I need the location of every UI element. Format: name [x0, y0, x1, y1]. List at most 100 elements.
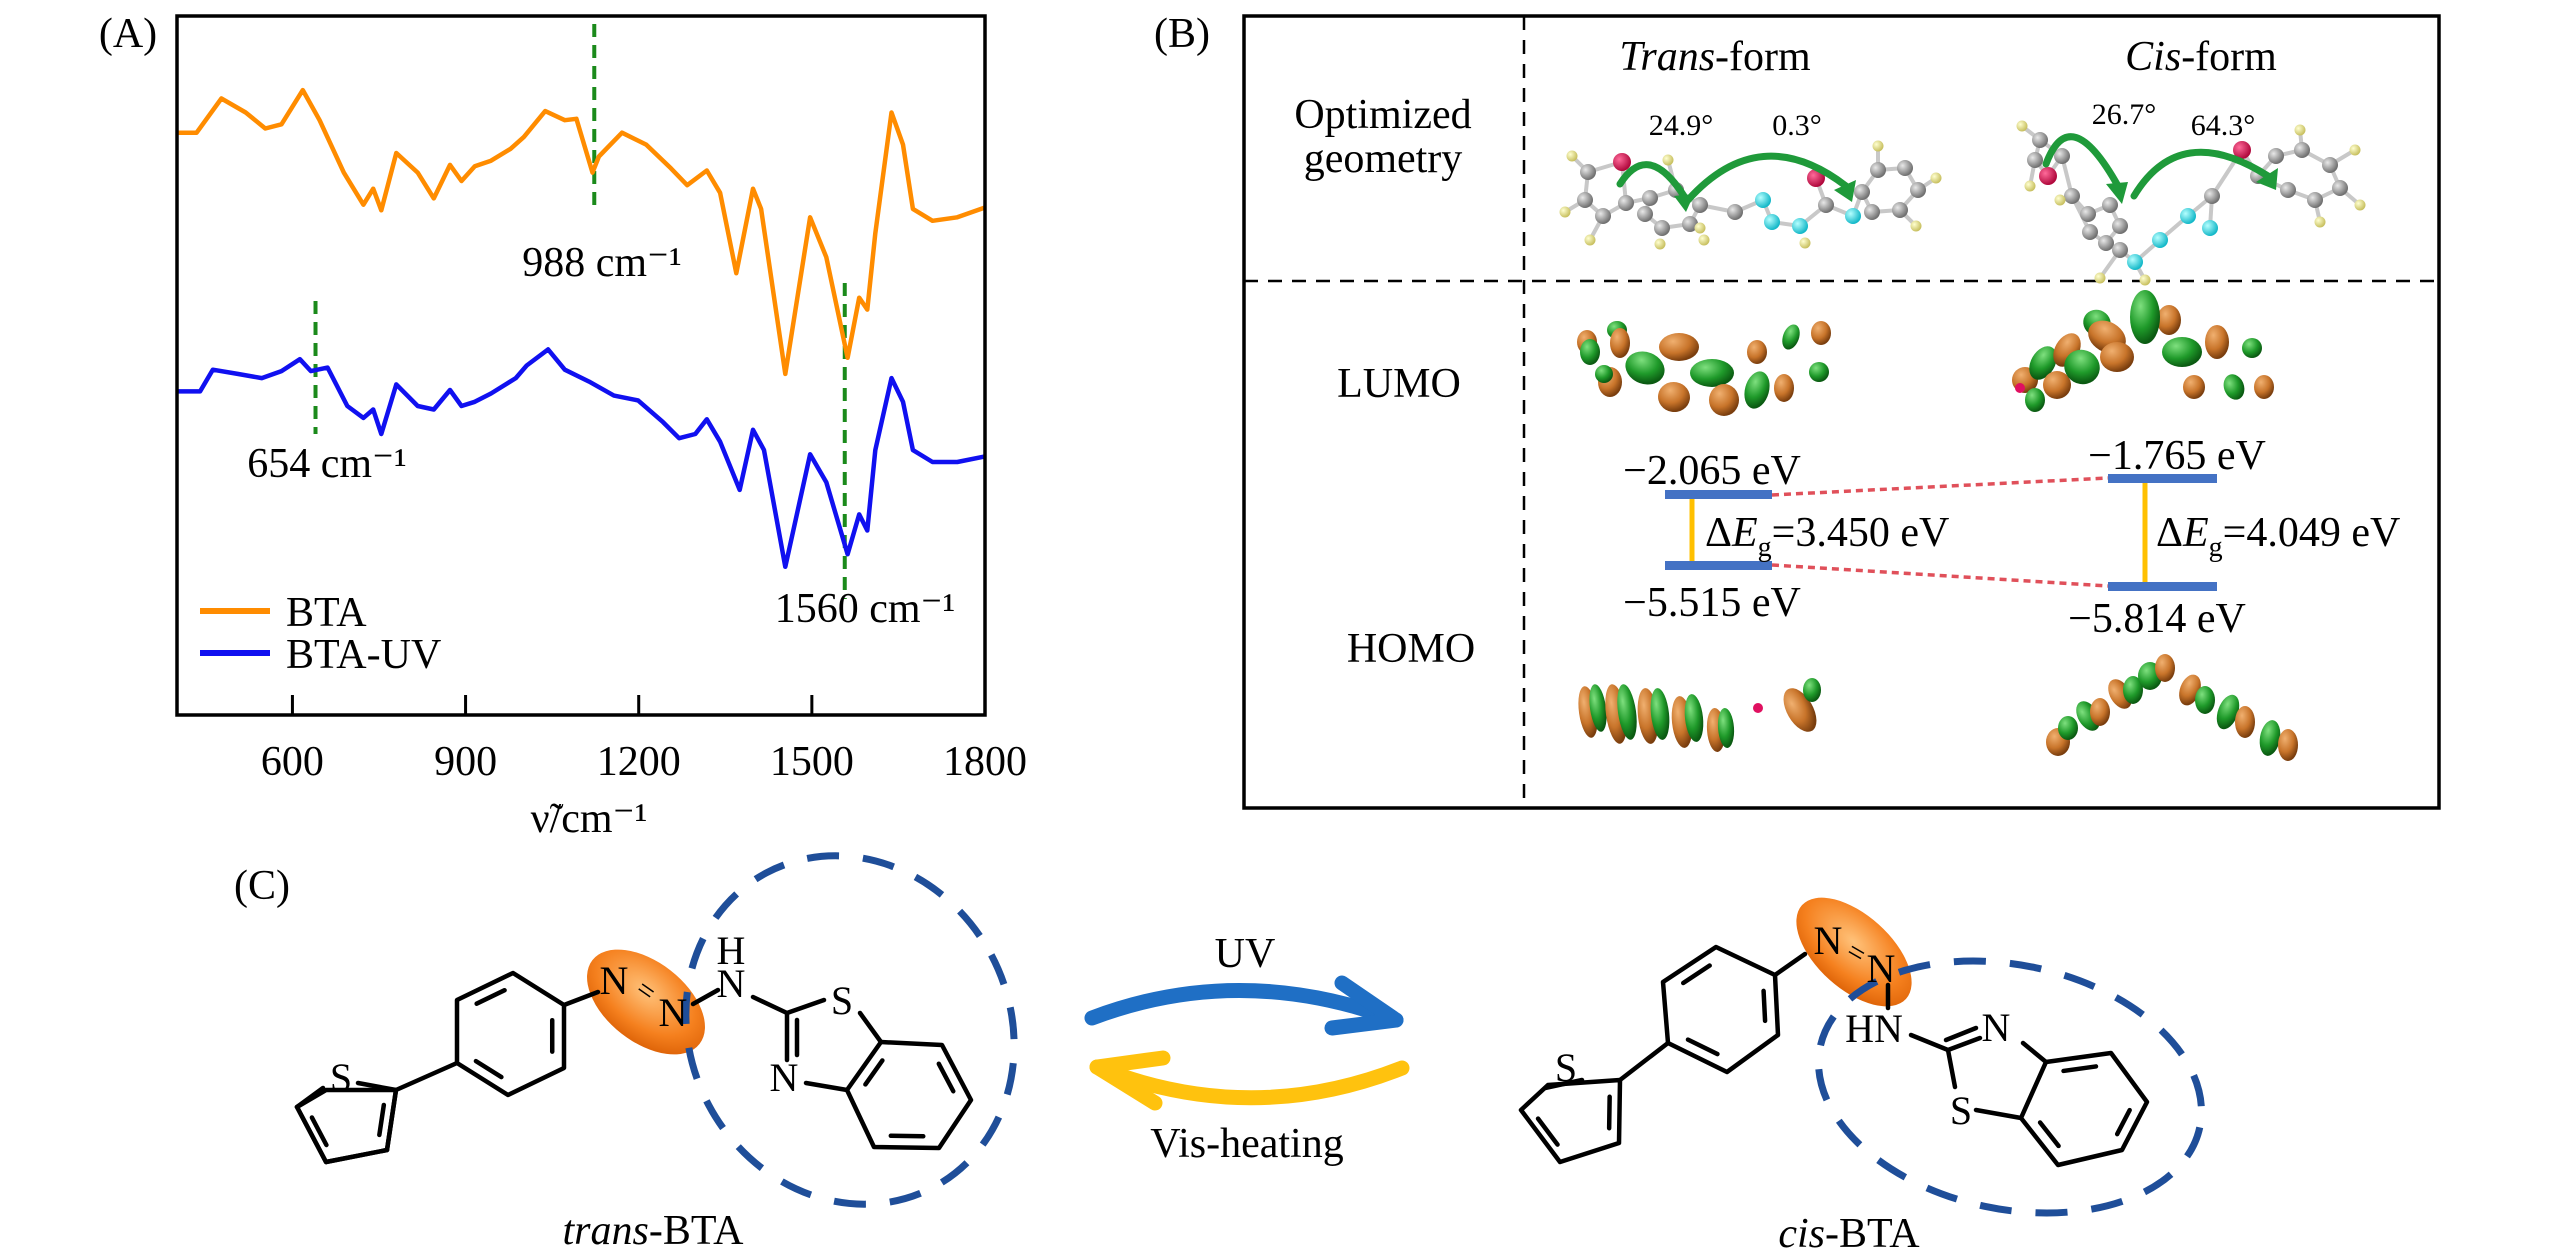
atom-n: N [770, 1055, 799, 1100]
atom-ball [1580, 164, 1596, 180]
orbital-lobe-positive [2130, 290, 2160, 344]
atom-ball [1764, 214, 1780, 230]
atom-ball [2314, 216, 2326, 228]
double-bond [473, 1058, 504, 1080]
cis-lumo-energy: −1.765 eV [2088, 433, 2266, 479]
dihedral-angle-cis-1: 26.7° [2092, 98, 2157, 131]
atom-ball [1637, 206, 1653, 222]
series-line-bta-uv [177, 347, 986, 570]
atom-ball [1654, 238, 1666, 250]
plot-frame [175, 14, 987, 717]
ring [844, 1039, 974, 1151]
legend: BTA BTA-UV [200, 590, 441, 678]
cis-energy-gap: ΔEg=4.049 eV [2156, 510, 2400, 563]
column-header-cis: Cis-form [2125, 34, 2277, 80]
atom-ball [2294, 124, 2306, 136]
atom-ball [1854, 184, 1870, 200]
orbital-lobe-positive [2223, 374, 2245, 400]
dihedral-arrow-icon [1684, 152, 1850, 204]
atom-s: S [831, 978, 853, 1023]
trans-homo-level [1665, 561, 1772, 570]
orbital-lobe-positive [1625, 351, 1665, 385]
bond [1772, 951, 1808, 978]
atom-ball [1864, 204, 1880, 220]
atom-h: H [717, 928, 746, 973]
bond [1908, 1032, 1951, 1053]
arrowhead-icon [1834, 180, 1856, 202]
orbital-lobe-positive [1617, 684, 1637, 740]
atom-ball [2054, 194, 2066, 206]
orbital-lobe-positive [1650, 688, 1670, 740]
bond [1617, 1040, 1671, 1083]
atom-ball [2127, 254, 2143, 270]
orbital-lobe-negative [1747, 340, 1767, 364]
atom-n: N [1867, 946, 1896, 991]
trans-energy-gap: ΔEg=3.450 eV [1705, 510, 1949, 563]
bond [393, 1060, 460, 1093]
x-tick-label: 1200 [597, 739, 681, 785]
atom-ball [1566, 150, 1578, 162]
atom-ball [1642, 190, 1658, 206]
x-axis-label: ν̃/cm⁻¹ [531, 796, 648, 842]
atom-marker [1753, 703, 1763, 713]
dihedral-angle-cis-2: 64.3° [2191, 109, 2256, 142]
atom-ball [1698, 234, 1710, 246]
dihedral-angle-trans-2: 0.3° [1772, 109, 1822, 142]
bond [1945, 1047, 1958, 1090]
arrowhead-icon [2106, 182, 2128, 204]
ir-spectrum-chart [177, 24, 986, 599]
atom-ball [1682, 216, 1698, 232]
double-bond [474, 987, 507, 1006]
atom-n: N [600, 958, 629, 1003]
orbital-lobe-negative [2090, 698, 2110, 726]
orbital-lobe-positive [2123, 676, 2143, 704]
bond [784, 997, 827, 1016]
atom-n: N [717, 961, 746, 1006]
trans-bta-label: trans-BTA [563, 1208, 745, 1254]
orbital-lobe-negative [2155, 654, 2175, 682]
atom-ball [2027, 152, 2043, 168]
atom-ball [2112, 242, 2128, 258]
panel-label-a: (A) [99, 11, 157, 57]
atom-ball [1870, 162, 1886, 178]
orbital-lobe-negative [1659, 333, 1699, 361]
x-tick-label: 1500 [770, 739, 854, 785]
orbital-lobe-negative [1709, 384, 1739, 416]
orbital-lobe-negative [2235, 706, 2255, 738]
orbital-lobe-negative [2157, 305, 2181, 335]
atom-ball [2332, 180, 2348, 196]
orbital-lobe-positive [1803, 678, 1821, 702]
row-label-geometry-line2: geometry [1304, 136, 1463, 182]
atom-ball [1662, 154, 1674, 166]
atom-ball [2349, 144, 2361, 156]
panel-label-c: (C) [234, 863, 290, 909]
orbital-lobe-negative [2254, 375, 2274, 399]
azo-highlight [587, 949, 705, 1055]
x-axis: 600 900 1200 1500 1800 [261, 695, 1027, 785]
orbital-lobe-positive [1595, 365, 1613, 383]
orbital-lobe-positive [2029, 346, 2057, 380]
atom-ball [2202, 220, 2218, 236]
double-bond [2037, 1120, 2061, 1149]
orbital-lobe-negative [1774, 374, 1794, 402]
atom-ball [2180, 208, 2196, 224]
orbital-lobe-positive [2058, 716, 2078, 740]
series-line-bta [177, 87, 986, 377]
trans-lumo-level [1665, 490, 1772, 499]
double-bond [936, 1061, 956, 1094]
homo-link-line [1771, 563, 2109, 588]
cis-homo-orbital [2046, 654, 2298, 761]
ring [294, 1087, 399, 1165]
double-bond [1761, 988, 1768, 1024]
atom-ball [2294, 142, 2310, 158]
cis-bonds [1518, 944, 2150, 1168]
lumo-link-line [1771, 476, 2109, 497]
orbital-lobe-positive [2216, 694, 2240, 730]
atom-ball [2080, 206, 2096, 222]
atom-marker [2015, 383, 2025, 393]
bond [690, 987, 721, 1007]
orbital-lobe-positive [2025, 388, 2045, 412]
atom-s: S [1950, 1088, 1972, 1133]
atom-ball [1694, 222, 1706, 234]
cis-bta-structure: S N = N HN N S cis-BTA [1518, 897, 2205, 1257]
